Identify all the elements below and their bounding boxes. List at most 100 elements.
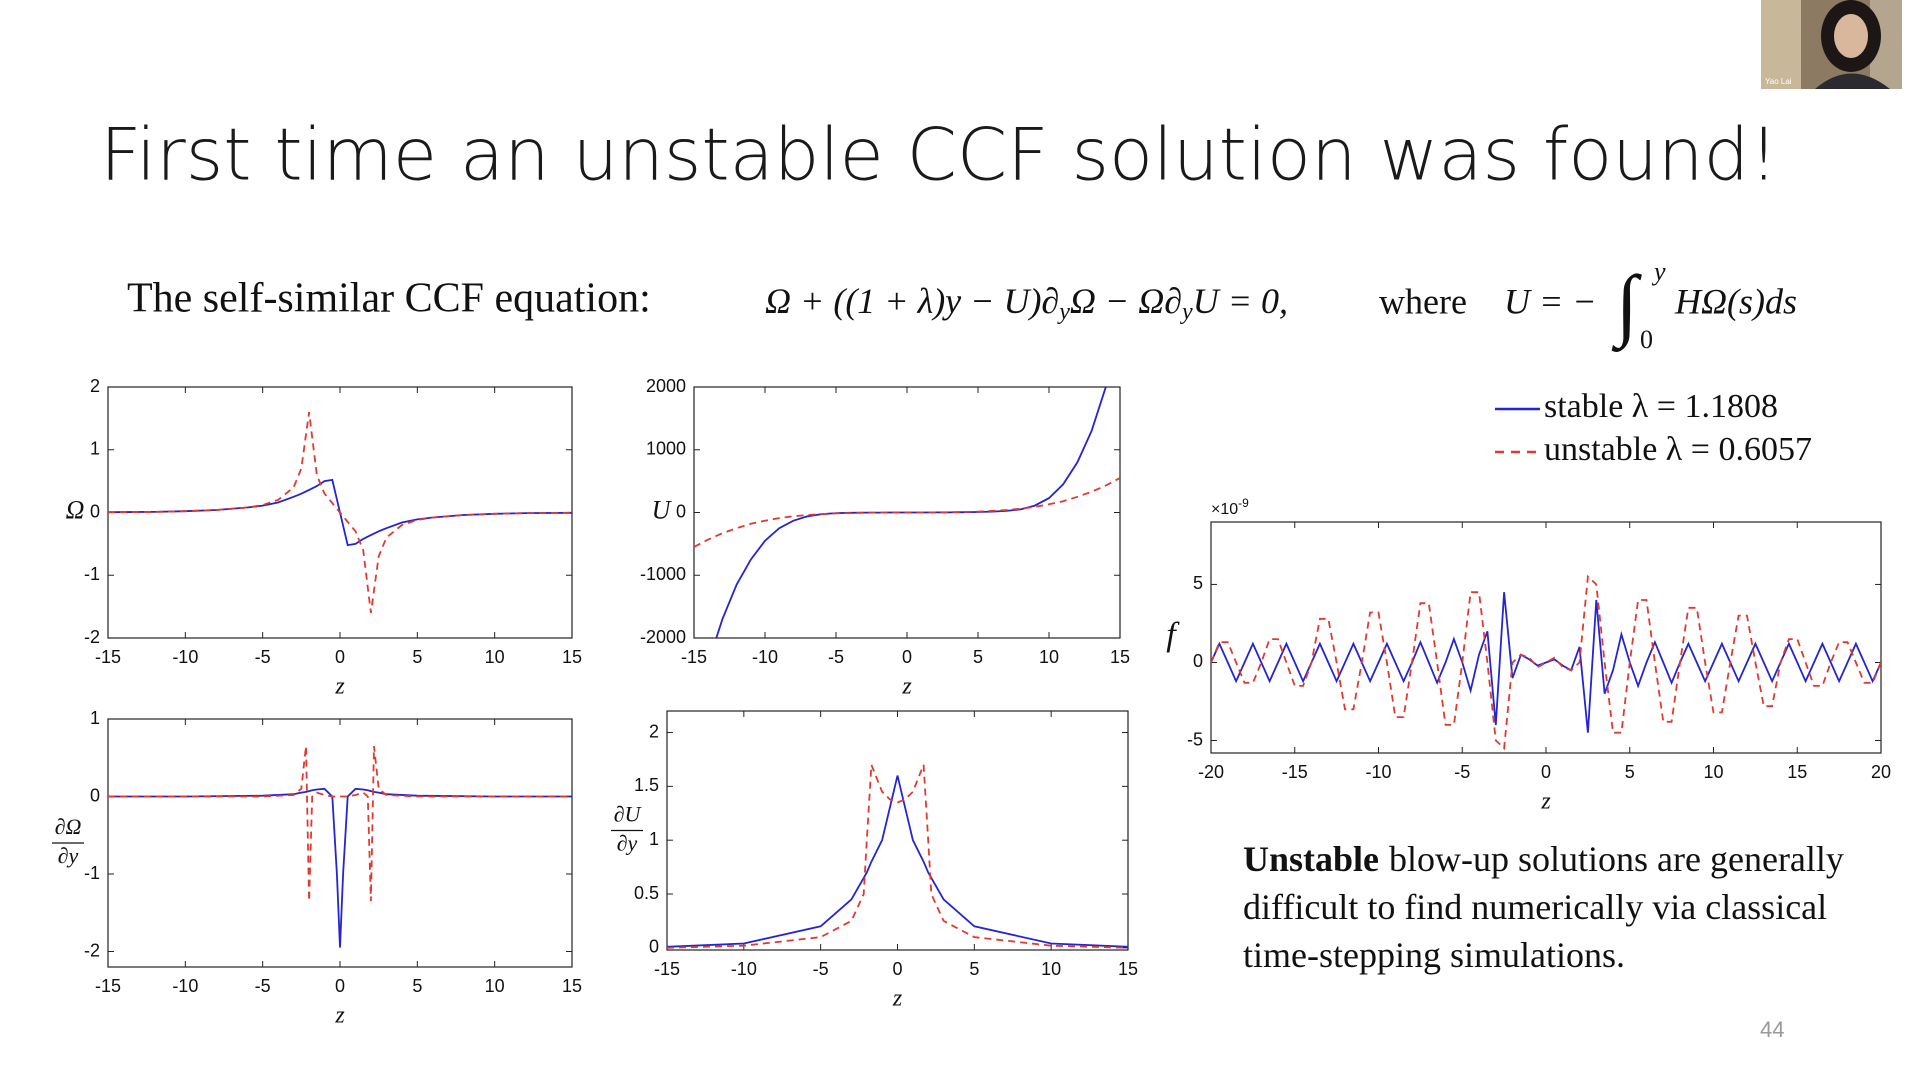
x-tick-label: -10 — [1365, 762, 1391, 782]
y-tick-label: -1000 — [640, 564, 686, 584]
x-tick-label: -10 — [172, 976, 198, 996]
x-tick-label: -15 — [1282, 762, 1308, 782]
y-tick-label: -5 — [1187, 729, 1203, 749]
integral-lower: 0 — [1640, 325, 1653, 354]
equation-segment: Ω − Ω∂ — [1070, 281, 1182, 321]
y-tick-label: 2 — [90, 376, 100, 396]
x-tick-label: 5 — [1625, 762, 1635, 782]
y-axis-label-numerator: ∂Ω — [55, 814, 82, 839]
webcam: Yao Lai — [1761, 0, 1902, 89]
axis-scale-base: ×10 — [1211, 501, 1238, 518]
equation: Ω + ((1 + λ)y − U)∂yΩ − Ω∂yU = 0, — [765, 281, 1288, 324]
y-tick-label: -2 — [84, 940, 100, 960]
y-tick-label: 1.5 — [634, 775, 659, 795]
x-tick-label: 0 — [902, 647, 912, 667]
data-line — [108, 411, 572, 614]
x-tick-label: -5 — [255, 976, 271, 996]
x-tick-label: 15 — [562, 976, 582, 996]
page-number: 44 — [1760, 1017, 1784, 1042]
equation-segment: Ω + ((1 + λ)y − U)∂ — [765, 281, 1059, 321]
x-tick-label: 10 — [1041, 959, 1061, 979]
x-tick-label: 15 — [1787, 762, 1807, 782]
x-tick-label: 15 — [1110, 647, 1130, 667]
x-tick-label: -5 — [828, 647, 844, 667]
legend: stable λ = 1.1808 unstable λ = 0.6057 — [1495, 388, 1812, 468]
y-tick-label: 0 — [90, 501, 100, 521]
x-tick-label: 0 — [892, 959, 902, 979]
equation-segment: U = 0, — [1193, 281, 1288, 321]
integrand: HΩ(s)ds — [1674, 281, 1797, 321]
equation-u: U = − — [1504, 281, 1597, 321]
y-tick-label: -2000 — [640, 627, 686, 647]
y-tick-label: -1 — [84, 863, 100, 883]
equation-where: where — [1379, 281, 1467, 321]
x-tick-label: 10 — [485, 976, 505, 996]
legend-label: stable λ = 1.1808 — [1544, 388, 1778, 425]
data-line — [108, 787, 572, 948]
y-tick-label: 2000 — [646, 376, 686, 396]
x-tick-label: -15 — [681, 647, 707, 667]
y-tick-label: 1000 — [646, 439, 686, 459]
y-tick-label: 0 — [676, 501, 686, 521]
y-tick-label: 1 — [649, 829, 659, 849]
x-tick-label: -15 — [95, 647, 121, 667]
data-line — [1211, 574, 1881, 751]
x-tick-label: -5 — [255, 647, 271, 667]
x-tick-label: 0 — [335, 647, 345, 667]
x-tick-label: 5 — [969, 959, 979, 979]
integral-upper: y — [1651, 257, 1666, 286]
x-tick-label: -5 — [813, 959, 829, 979]
webcam-name: Yao Lai — [1765, 77, 1792, 86]
integral-sign: ∫ — [1611, 260, 1643, 352]
equation-subscript: y — [1180, 299, 1193, 325]
paragraph-line: blow-up solutions are generally — [1389, 839, 1844, 879]
data-line — [1211, 592, 1881, 733]
x-tick-label: 0 — [1541, 762, 1551, 782]
paragraph-line: time-stepping simulations. — [1243, 935, 1625, 975]
data-line — [667, 764, 1128, 949]
x-tick-label: 5 — [973, 647, 983, 667]
paragraph-line: difficult to find numerically via classi… — [1243, 887, 1827, 927]
x-axis-label: z — [901, 674, 912, 700]
y-axis-label: U — [652, 495, 673, 524]
x-tick-label: -20 — [1198, 762, 1224, 782]
x-tick-label: -15 — [95, 976, 121, 996]
x-axis-label: z — [1540, 789, 1551, 815]
axis-scale-exponent: -9 — [1238, 496, 1249, 510]
equation-intro: The self-similar CCF equation: — [127, 276, 651, 322]
y-axis-label: Ω — [66, 495, 85, 524]
y-tick-label: 5 — [1193, 573, 1203, 593]
paragraph-bold: Unstable — [1243, 839, 1379, 879]
webcam-shelf — [1761, 0, 1801, 89]
chart: -15 -10 -5 0 5 10 15 -2000 -1000 0 1000 2000 z U — [640, 376, 1130, 700]
y-axis-label-numerator: ∂U — [614, 802, 643, 827]
x-axis-label: z — [892, 986, 903, 1012]
y-tick-label: -1 — [84, 564, 100, 584]
webcam-shoulders — [1815, 73, 1890, 89]
slide-title: First time an unstable CCF solution was … — [100, 113, 1778, 197]
x-tick-label: 20 — [1871, 762, 1891, 782]
x-tick-label: -10 — [172, 647, 198, 667]
equation-subscript: y — [1057, 299, 1070, 325]
axis-scale-label: ×10-9 — [1211, 496, 1249, 518]
x-tick-label: 5 — [412, 647, 422, 667]
chart: -20 -15 -10 -5 0 5 10 15 20 -5 0 5 z f ×10-9 — [1166, 496, 1891, 814]
y-tick-label: 0.5 — [634, 883, 659, 903]
webcam-face — [1834, 14, 1868, 58]
y-tick-label: 2 — [649, 721, 659, 741]
chart: -15 -10 -5 0 5 10 15 0 0.5 1 1.5 2 z ∂U ∂y — [611, 710, 1138, 1012]
x-tick-label: 0 — [335, 976, 345, 996]
y-axis-label-denominator: ∂y — [58, 843, 79, 868]
x-tick-label: -5 — [1454, 762, 1470, 782]
y-tick-label: 0 — [1193, 651, 1203, 671]
x-tick-label: -15 — [654, 959, 680, 979]
plot-box — [107, 718, 573, 968]
plot-box — [666, 710, 1129, 951]
y-tick-label: 0 — [649, 937, 659, 957]
x-axis-label: z — [334, 674, 345, 700]
x-axis-label: z — [334, 1003, 345, 1029]
